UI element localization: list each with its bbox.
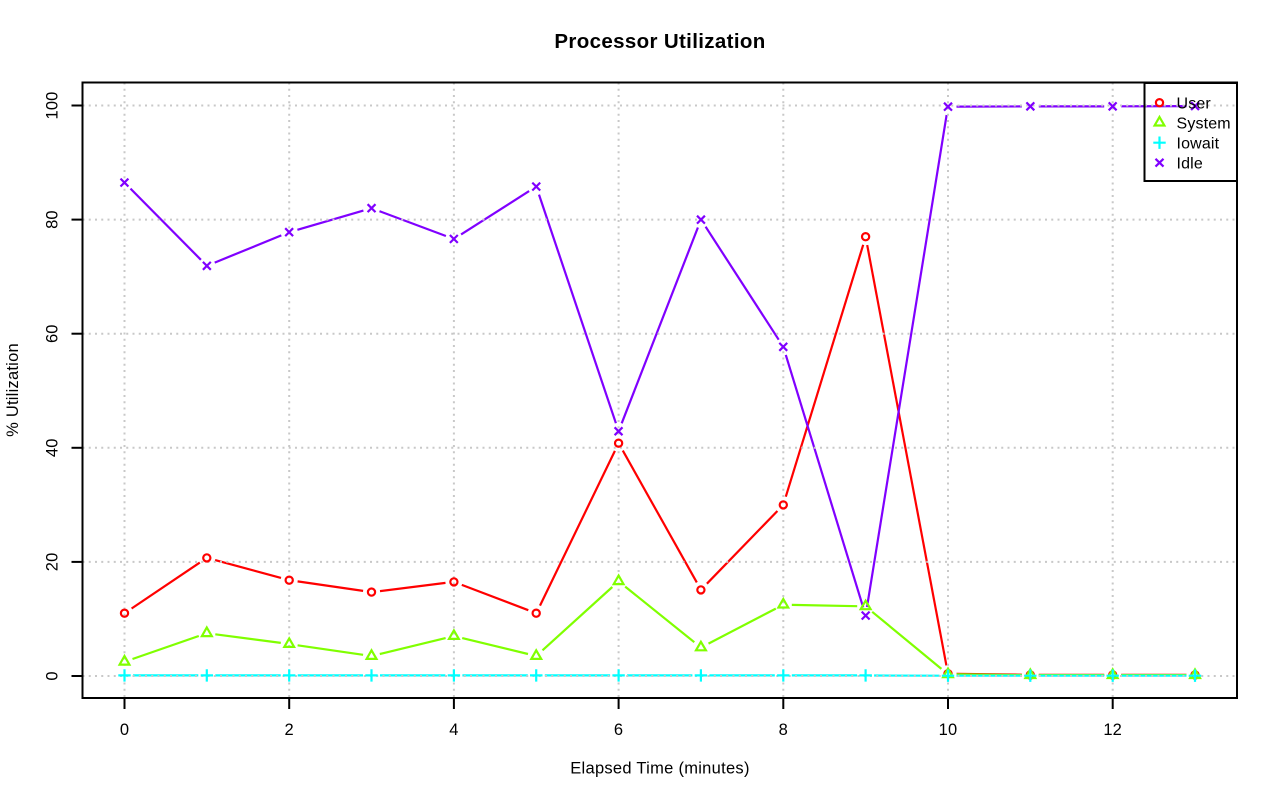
svg-text:80: 80 (44, 210, 62, 229)
svg-text:% Utilization: % Utilization (4, 343, 22, 437)
svg-text:0: 0 (120, 721, 129, 739)
svg-text:10: 10 (939, 721, 958, 739)
svg-text:60: 60 (44, 324, 62, 343)
svg-text:User: User (1177, 96, 1212, 113)
svg-text:12: 12 (1103, 721, 1122, 739)
svg-text:2: 2 (285, 721, 294, 739)
svg-text:Elapsed Time (minutes): Elapsed Time (minutes) (570, 760, 749, 778)
svg-text:8: 8 (779, 721, 788, 739)
svg-text:Processor Utilization: Processor Utilization (554, 30, 765, 53)
svg-text:4: 4 (449, 721, 458, 739)
svg-text:0: 0 (44, 671, 62, 680)
svg-text:Idle: Idle (1177, 156, 1203, 173)
svg-text:6: 6 (614, 721, 623, 739)
svg-text:Iowait: Iowait (1177, 136, 1220, 153)
svg-text:System: System (1177, 116, 1231, 133)
svg-text:40: 40 (44, 438, 62, 457)
svg-text:100: 100 (44, 92, 62, 120)
svg-text:20: 20 (44, 553, 62, 572)
